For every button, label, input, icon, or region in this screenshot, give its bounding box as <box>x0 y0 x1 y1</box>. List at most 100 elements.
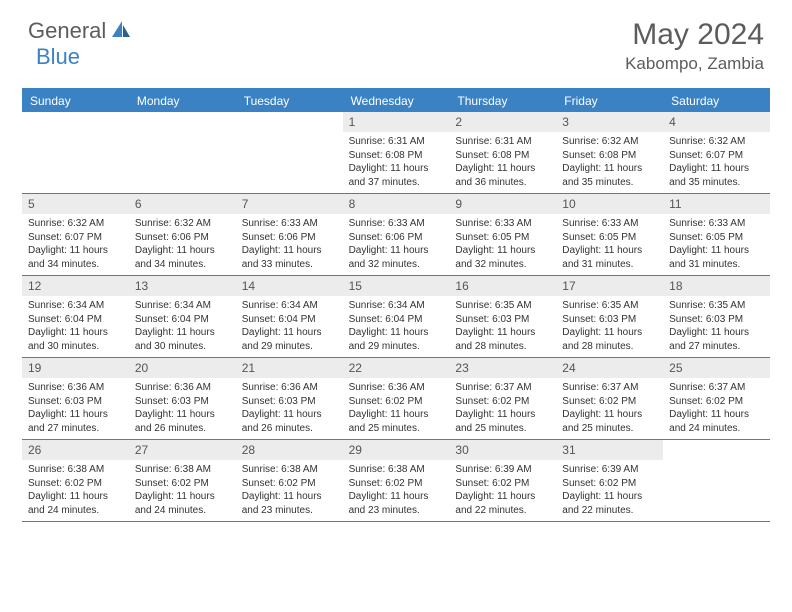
sunset-text: Sunset: 6:03 PM <box>562 313 657 327</box>
day-cell: 28Sunrise: 6:38 AMSunset: 6:02 PMDayligh… <box>236 440 343 521</box>
sunrise-text: Sunrise: 6:33 AM <box>349 217 444 231</box>
day-details: Sunrise: 6:33 AMSunset: 6:06 PMDaylight:… <box>343 214 450 274</box>
day-cell: 9Sunrise: 6:33 AMSunset: 6:05 PMDaylight… <box>449 194 556 275</box>
day-details: Sunrise: 6:35 AMSunset: 6:03 PMDaylight:… <box>449 296 556 356</box>
sunset-text: Sunset: 6:08 PM <box>562 149 657 163</box>
sunrise-text: Sunrise: 6:38 AM <box>349 463 444 477</box>
daylight-text: Daylight: 11 hours and 23 minutes. <box>242 490 337 517</box>
sunset-text: Sunset: 6:05 PM <box>455 231 550 245</box>
sunset-text: Sunset: 6:03 PM <box>669 313 764 327</box>
sunset-text: Sunset: 6:03 PM <box>455 313 550 327</box>
day-cell: 22Sunrise: 6:36 AMSunset: 6:02 PMDayligh… <box>343 358 450 439</box>
day-cell <box>236 112 343 193</box>
day-cell: 12 Sunrise: 6:34 AMSunset: 6:04 PMDayligh… <box>22 276 129 357</box>
day-number: 21 <box>236 358 343 378</box>
sunrise-text: Sunrise: 6:39 AM <box>455 463 550 477</box>
day-number: 13 <box>129 276 236 296</box>
day-number: 18 <box>663 276 770 296</box>
day-details: Sunrise: 6:39 AMSunset: 6:02 PMDaylight:… <box>449 460 556 520</box>
week-row: 19Sunrise: 6:36 AMSunset: 6:03 PMDayligh… <box>22 358 770 440</box>
daylight-text: Daylight: 11 hours and 24 minutes. <box>669 408 764 435</box>
sunset-text: Sunset: 6:03 PM <box>135 395 230 409</box>
day-details: Sunrise: 6:33 AMSunset: 6:05 PMDaylight:… <box>449 214 556 274</box>
week-row: 5Sunrise: 6:32 AMSunset: 6:07 PMDaylight… <box>22 194 770 276</box>
sunrise-text: Sunrise: 6:36 AM <box>349 381 444 395</box>
day-number: 1 <box>343 112 450 132</box>
sunset-text: Sunset: 6:04 PM <box>135 313 230 327</box>
sunset-text: Sunset: 6:04 PM <box>28 313 123 327</box>
day-number: 27 <box>129 440 236 460</box>
sunset-text: Sunset: 6:03 PM <box>242 395 337 409</box>
logo-sail-icon <box>110 19 132 44</box>
day-details: Sunrise: 6:32 AMSunset: 6:06 PMDaylight:… <box>129 214 236 274</box>
day-details: Sunrise: 6:32 AMSunset: 6:07 PMDaylight:… <box>22 214 129 274</box>
sunset-text: Sunset: 6:04 PM <box>242 313 337 327</box>
daylight-text: Daylight: 11 hours and 34 minutes. <box>28 244 123 271</box>
day-number: 14 <box>236 276 343 296</box>
day-cell: 29Sunrise: 6:38 AMSunset: 6:02 PMDayligh… <box>343 440 450 521</box>
day-details: Sunrise: 6:34 AMSunset: 6:04 PMDaylight:… <box>236 296 343 356</box>
title-block: May 2024 Kabompo, Zambia <box>625 18 764 74</box>
sunrise-text: Sunrise: 6:35 AM <box>669 299 764 313</box>
logo: General <box>28 18 134 44</box>
sunrise-text: Sunrise: 6:33 AM <box>562 217 657 231</box>
day-number: 19 <box>22 358 129 378</box>
sunrise-text: Sunrise: 6:34 AM <box>349 299 444 313</box>
day-details: Sunrise: 6:34 AMSunset: 6:04 PMDaylight:… <box>343 296 450 356</box>
day-cell: 20Sunrise: 6:36 AMSunset: 6:03 PMDayligh… <box>129 358 236 439</box>
day-details: Sunrise: 6:33 AMSunset: 6:05 PMDaylight:… <box>663 214 770 274</box>
sunset-text: Sunset: 6:02 PM <box>669 395 764 409</box>
sunset-text: Sunset: 6:05 PM <box>669 231 764 245</box>
calendar: Sunday Monday Tuesday Wednesday Thursday… <box>22 88 770 522</box>
day-cell: 31Sunrise: 6:39 AMSunset: 6:02 PMDayligh… <box>556 440 663 521</box>
day-number: 6 <box>129 194 236 214</box>
day-number: 30 <box>449 440 556 460</box>
daylight-text: Daylight: 11 hours and 25 minutes. <box>349 408 444 435</box>
sunset-text: Sunset: 6:02 PM <box>562 395 657 409</box>
sunset-text: Sunset: 6:02 PM <box>242 477 337 491</box>
day-number: 9 <box>449 194 556 214</box>
day-number: 12 <box>22 276 129 296</box>
sunset-text: Sunset: 6:02 PM <box>562 477 657 491</box>
daylight-text: Daylight: 11 hours and 30 minutes. <box>28 326 123 353</box>
sunrise-text: Sunrise: 6:38 AM <box>242 463 337 477</box>
sunrise-text: Sunrise: 6:37 AM <box>669 381 764 395</box>
weeks-container: 1 Sunrise: 6:31 AM Sunset: 6:08 PM Daylight… <box>22 112 770 522</box>
daylight-text: Daylight: 11 hours and 26 minutes. <box>242 408 337 435</box>
day-number: 31 <box>556 440 663 460</box>
day-cell <box>22 112 129 193</box>
day-details: Sunrise: 6:38 AMSunset: 6:02 PMDaylight:… <box>343 460 450 520</box>
daylight-text: Daylight: 11 hours and 37 minutes. <box>349 162 444 189</box>
day-number: 23 <box>449 358 556 378</box>
day-details: Sunrise: 6:33 AMSunset: 6:05 PMDaylight:… <box>556 214 663 274</box>
day-cell: 5Sunrise: 6:32 AMSunset: 6:07 PMDaylight… <box>22 194 129 275</box>
sunrise-text: Sunrise: 6:31 AM <box>349 135 444 149</box>
daylight-text: Daylight: 11 hours and 28 minutes. <box>455 326 550 353</box>
sunrise-text: Sunrise: 6:32 AM <box>669 135 764 149</box>
daylight-text: Daylight: 11 hours and 32 minutes. <box>349 244 444 271</box>
day-number: 5 <box>22 194 129 214</box>
day-cell: 7Sunrise: 6:33 AMSunset: 6:06 PMDaylight… <box>236 194 343 275</box>
day-number: 22 <box>343 358 450 378</box>
day-cell: 2Sunrise: 6:31 AMSunset: 6:08 PMDaylight… <box>449 112 556 193</box>
month-title: May 2024 <box>625 18 764 52</box>
day-details: Sunrise: 6:38 AMSunset: 6:02 PMDaylight:… <box>129 460 236 520</box>
day-cell: 19Sunrise: 6:36 AMSunset: 6:03 PMDayligh… <box>22 358 129 439</box>
sunrise-text: Sunrise: 6:33 AM <box>455 217 550 231</box>
day-details: Sunrise: 6:33 AMSunset: 6:06 PMDaylight:… <box>236 214 343 274</box>
logo-text-blue: Blue <box>36 44 80 69</box>
day-cell: 21Sunrise: 6:36 AMSunset: 6:03 PMDayligh… <box>236 358 343 439</box>
sunrise-text: Sunrise: 6:38 AM <box>28 463 123 477</box>
sunset-text: Sunset: 6:07 PM <box>669 149 764 163</box>
day-details: Sunrise: 6:35 AMSunset: 6:03 PMDaylight:… <box>556 296 663 356</box>
daylight-text: Daylight: 11 hours and 31 minutes. <box>562 244 657 271</box>
sunrise-text: Sunrise: 6:37 AM <box>455 381 550 395</box>
day-details: Sunrise: 6:36 AMSunset: 6:03 PMDaylight:… <box>236 378 343 438</box>
day-cell: 27Sunrise: 6:38 AMSunset: 6:02 PMDayligh… <box>129 440 236 521</box>
day-cell: 6Sunrise: 6:32 AMSunset: 6:06 PMDaylight… <box>129 194 236 275</box>
day-cell: 10Sunrise: 6:33 AMSunset: 6:05 PMDayligh… <box>556 194 663 275</box>
daylight-text: Daylight: 11 hours and 31 minutes. <box>669 244 764 271</box>
sunset-text: Sunset: 6:02 PM <box>28 477 123 491</box>
sunrise-text: Sunrise: 6:34 AM <box>28 299 123 313</box>
daylight-text: Daylight: 11 hours and 22 minutes. <box>455 490 550 517</box>
